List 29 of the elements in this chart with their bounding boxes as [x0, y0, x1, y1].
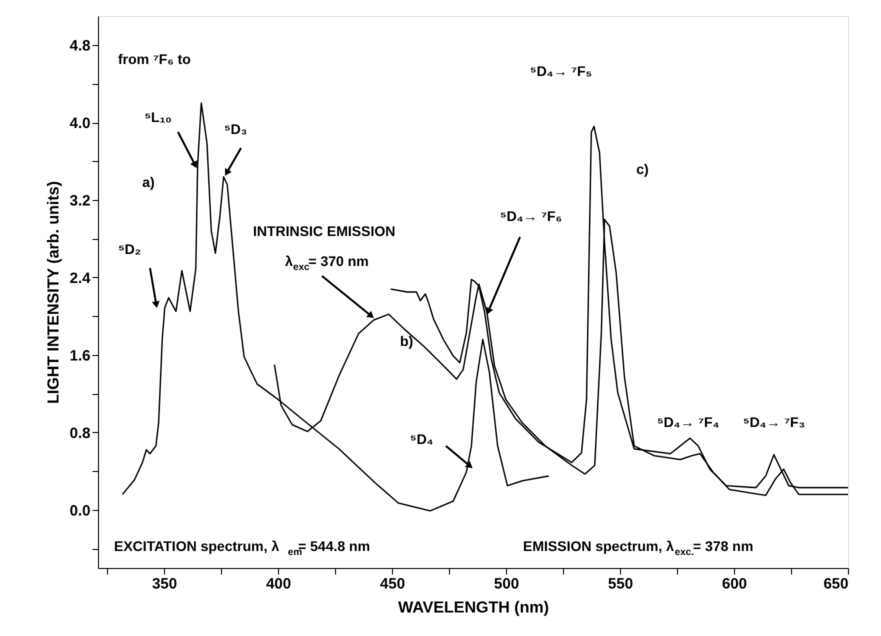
- x-tick-label: 400: [266, 576, 292, 592]
- annotation: ⁵D₂: [118, 241, 142, 257]
- x-tick-label: 550: [608, 576, 634, 592]
- x-tick-label: 650: [823, 576, 848, 592]
- y-tick-label: 4.8: [70, 38, 90, 55]
- annotation: ⁵D₄→ ⁷F₆: [500, 208, 562, 224]
- annotation: ⁵D₄→ ⁷F₃: [743, 414, 806, 430]
- y-tick-label: 3.2: [70, 192, 90, 210]
- y-tick-label: 0.8: [70, 424, 90, 442]
- y-tick-label: 2.4: [70, 270, 92, 287]
- x-axis-title: WAVELENGTH (nm): [398, 600, 549, 616]
- y-tick-label: 1.6: [70, 347, 90, 364]
- annotation: a): [142, 174, 155, 190]
- annotation: b): [400, 333, 414, 349]
- annotation: INTRINSIC EMISSION: [253, 223, 396, 239]
- annotation: from ⁷F₆ to: [118, 51, 191, 67]
- y-tick-label: 0.0: [70, 502, 90, 520]
- annotation: ⁵D₄→ ⁷F₄: [657, 414, 720, 430]
- annotation: ⁵D₄: [410, 431, 434, 447]
- annotation: c): [636, 161, 649, 177]
- annotation: ⁵L₁₀: [144, 109, 172, 125]
- y-axis-title: LIGHT INTENSITY (arb. units): [46, 181, 63, 404]
- y-tick-label: 4.0: [70, 115, 90, 132]
- annotation: ⁵D₄→ ⁷F₅: [530, 63, 592, 79]
- annotation: ⁵D₃: [224, 121, 248, 137]
- x-tick-label: 500: [494, 576, 520, 592]
- x-tick-label: 350: [152, 576, 178, 592]
- x-tick-label: 450: [380, 576, 406, 592]
- x-tick-label: 600: [722, 576, 748, 592]
